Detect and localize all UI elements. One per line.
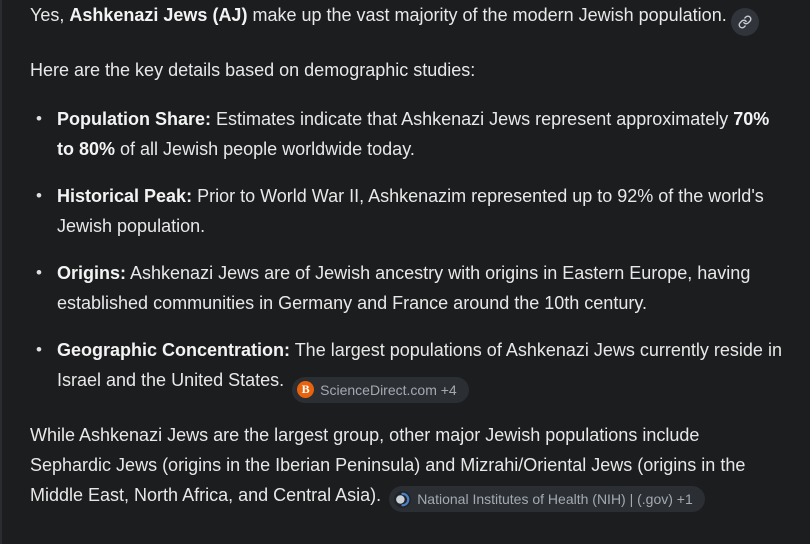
list-item-origins: Origins: Ashkenazi Jews are of Jewish an… bbox=[36, 258, 784, 318]
citation-chip-label: National Institutes of Health (NIH) | (.… bbox=[417, 491, 693, 507]
list-item-geographic-concentration: Geographic Concentration: The largest po… bbox=[36, 335, 784, 403]
list-item-historical-peak: Historical Peak: Prior to World War II, … bbox=[36, 181, 784, 241]
citation-chip-sciencedirect[interactable]: B ScienceDirect.com +4 bbox=[292, 376, 469, 403]
bullet-text: Ashkenazi Jews are of Jewish ancestry wi… bbox=[57, 263, 751, 313]
bullet-text: The largest populations of Ashkenazi Jew… bbox=[57, 340, 782, 390]
lead-in-paragraph: Here are the key details based on demogr… bbox=[30, 60, 476, 80]
bullet-label: Population Share: bbox=[57, 109, 212, 129]
bullet-list: Population Share: Estimates indicate tha… bbox=[30, 104, 784, 403]
bullet-text: of all Jewish people worldwide today. bbox=[115, 139, 415, 159]
bullet-label: Origins: bbox=[57, 263, 127, 283]
citation-link-button[interactable] bbox=[730, 8, 759, 36]
bullet-label: Geographic Concentration: bbox=[57, 340, 291, 360]
intro-prefix: Yes, bbox=[30, 5, 70, 25]
citation-chip-nih[interactable]: National Institutes of Health (NIH) | (.… bbox=[389, 486, 705, 512]
sciencedirect-favicon: B bbox=[297, 381, 315, 398]
intro-paragraph: Yes, Ashkenazi Jews (AJ) make up the vas… bbox=[30, 0, 784, 36]
citation-chip-label: ScienceDirect.com +4 bbox=[320, 381, 457, 398]
closing-paragraph: While Ashkenazi Jews are the largest gro… bbox=[30, 420, 784, 512]
bullet-text: Prior to World War II, Ashkenazim repres… bbox=[57, 186, 764, 236]
chat-response: Yes, Ashkenazi Jews (AJ) make up the vas… bbox=[2, 0, 810, 512]
bullet-bold-value: 70% to 80% bbox=[57, 109, 770, 159]
closing-text: While Ashkenazi Jews are the largest gro… bbox=[30, 424, 746, 505]
intro-bold: Ashkenazi Jews (AJ) bbox=[69, 5, 248, 25]
bullet-text: Estimates indicate that Ashkenazi Jews r… bbox=[211, 109, 734, 129]
intro-suffix: make up the vast majority of the modern … bbox=[247, 5, 727, 25]
list-item-population-share: Population Share: Estimates indicate tha… bbox=[36, 104, 784, 164]
link-icon bbox=[738, 15, 752, 29]
nih-favicon bbox=[394, 490, 412, 508]
bullet-label: Historical Peak: bbox=[57, 186, 193, 206]
